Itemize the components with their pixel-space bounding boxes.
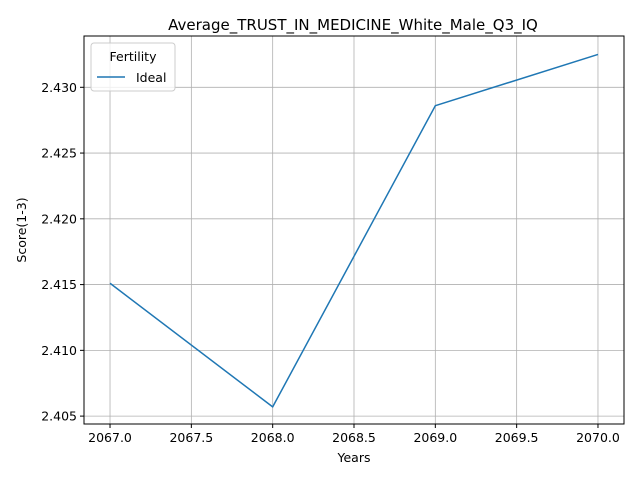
x-axis: 2067.0 2067.5 2068.0 2068.5 2069.0 2069.5 2070… xyxy=(88,424,620,445)
y-tick-label: 2.410 xyxy=(41,343,77,358)
grid xyxy=(84,36,624,424)
legend-title: Fertility xyxy=(110,49,158,64)
x-tick-label: 2068.0 xyxy=(251,430,295,445)
series xyxy=(109,53,599,408)
series-line-ideal xyxy=(109,53,599,408)
x-tick-label: 2070.0 xyxy=(576,430,620,445)
y-tick-label: 2.415 xyxy=(41,277,77,292)
legend: Fertility Ideal xyxy=(90,42,176,92)
y-axis-label: Score(1-3) xyxy=(14,197,29,262)
chart-title: Average_TRUST_IN_MEDICINE_White_Male_Q3_… xyxy=(168,16,538,35)
x-tick-label: 2069.0 xyxy=(413,430,457,445)
x-axis-label: Years xyxy=(337,450,371,465)
y-tick-label: 2.425 xyxy=(41,146,77,161)
y-axis: 2.405 2.410 2.415 2.420 2.425 2.430 xyxy=(41,80,84,424)
y-tick-label: 2.405 xyxy=(41,409,77,424)
x-tick-label: 2069.5 xyxy=(495,430,539,445)
y-tick-label: 2.430 xyxy=(41,80,77,95)
legend-box xyxy=(90,42,176,92)
x-tick-label: 2067.0 xyxy=(88,430,132,445)
x-tick-label: 2068.5 xyxy=(332,430,376,445)
x-tick-label: 2067.5 xyxy=(169,430,213,445)
legend-label-ideal: Ideal xyxy=(136,70,166,85)
y-tick-label: 2.420 xyxy=(41,211,77,226)
